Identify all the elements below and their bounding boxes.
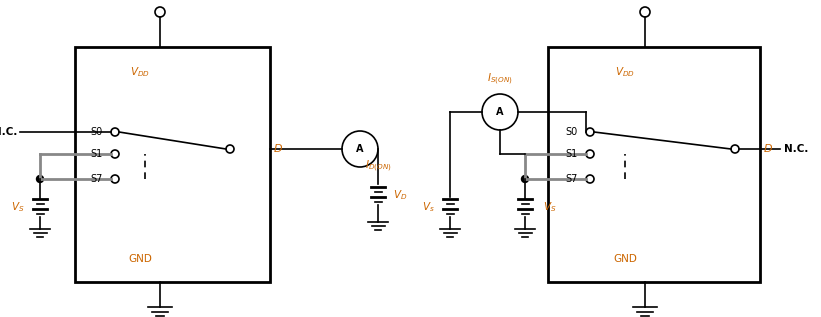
Text: S0: S0 <box>90 127 103 137</box>
Circle shape <box>111 175 119 183</box>
Circle shape <box>226 145 234 153</box>
Text: $I_{S(ON)}$: $I_{S(ON)}$ <box>487 72 513 87</box>
Text: A: A <box>496 107 504 117</box>
Text: S0: S0 <box>565 127 577 137</box>
Text: $V_s$: $V_s$ <box>422 200 434 214</box>
Text: S1: S1 <box>90 149 103 159</box>
Text: $V_{DD}$: $V_{DD}$ <box>150 0 170 3</box>
Text: A: A <box>356 144 364 154</box>
Circle shape <box>586 150 594 158</box>
Text: D: D <box>274 144 282 154</box>
Text: GND: GND <box>128 254 152 264</box>
Text: $V_D$: $V_D$ <box>393 188 407 202</box>
Circle shape <box>482 94 518 130</box>
Text: S7: S7 <box>565 174 577 184</box>
Text: N.C.: N.C. <box>0 127 17 137</box>
Circle shape <box>36 176 44 183</box>
Text: $I_{D(ON)}$: $I_{D(ON)}$ <box>365 158 392 174</box>
Text: $V_{DD}$: $V_{DD}$ <box>635 0 655 3</box>
Circle shape <box>586 175 594 183</box>
Text: S1: S1 <box>565 149 577 159</box>
Text: $V_S$: $V_S$ <box>11 200 25 214</box>
Circle shape <box>731 145 739 153</box>
Bar <box>75 47 270 282</box>
Circle shape <box>342 131 378 167</box>
Text: $V_{DD}$: $V_{DD}$ <box>615 65 635 79</box>
Circle shape <box>111 150 119 158</box>
Text: $V_S$: $V_S$ <box>543 200 557 214</box>
Text: GND: GND <box>613 254 637 264</box>
Circle shape <box>111 128 119 136</box>
Text: S7: S7 <box>90 174 103 184</box>
Circle shape <box>521 176 529 183</box>
Text: D: D <box>764 144 773 154</box>
Circle shape <box>586 128 594 136</box>
Text: $V_{DD}$: $V_{DD}$ <box>130 65 150 79</box>
Text: N.C.: N.C. <box>784 144 809 154</box>
Bar <box>548 47 760 282</box>
